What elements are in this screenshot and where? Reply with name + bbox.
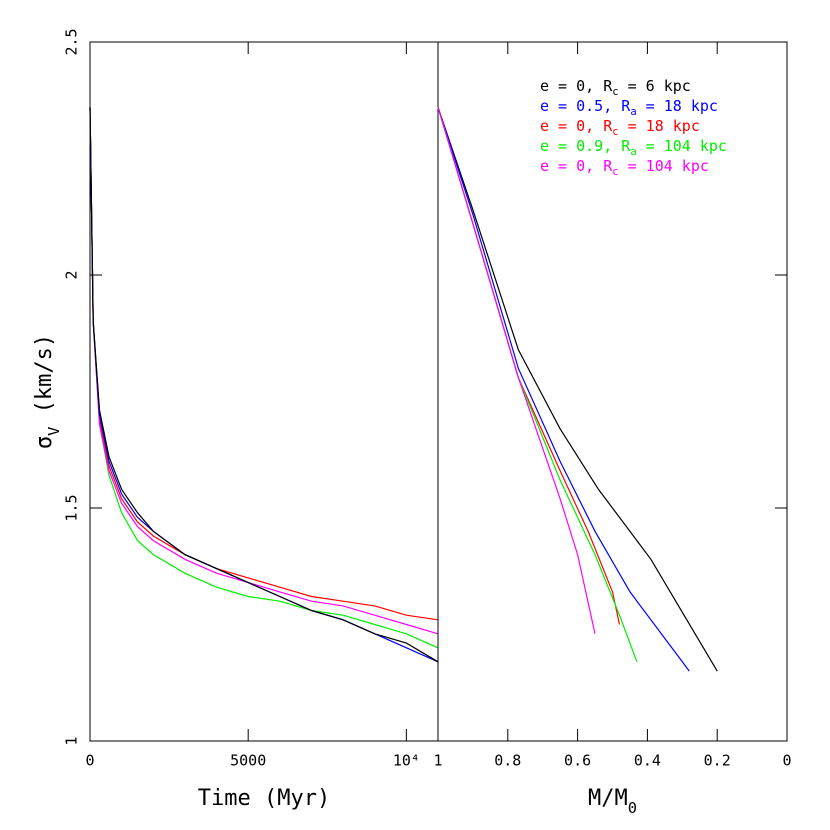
legend-entry-part: e = 0, R — [540, 117, 613, 135]
y-tick-label: 2.5 — [63, 28, 81, 55]
x-tick-label: 1 — [433, 752, 442, 770]
series-line — [437, 107, 596, 634]
legend-entry-part: c — [612, 86, 618, 98]
x-axis-label: Time (Myr) — [198, 786, 330, 811]
y-axis-label-part: σ — [32, 436, 57, 449]
x-tick-label: 0.4 — [634, 752, 661, 770]
x-tick-label: 0 — [85, 752, 94, 770]
series-line — [437, 107, 718, 672]
legend-entry-part: e = 0, R — [540, 157, 613, 175]
legend-entry-part: = 104 kpc — [619, 157, 709, 175]
panel-frame — [437, 41, 788, 742]
legend-entry: e = 0, Rc = 104 kpc — [540, 157, 709, 179]
legend-entry-part: = 104 kpc — [637, 137, 727, 155]
panel-frame — [89, 41, 439, 742]
legend-entry: e = 0, Rc = 6 kpc — [540, 77, 691, 99]
legend-entry: e = 0.9, Ra = 104 kpc — [540, 137, 727, 159]
x-tick-label: 0.6 — [564, 752, 591, 770]
x-tick-label: 0.2 — [704, 752, 731, 770]
series-line — [89, 107, 439, 663]
legend-entry-part: e = 0.9, R — [540, 137, 631, 155]
y-tick-label: 1.5 — [63, 494, 81, 521]
legend-entry-part: e = 0.5, R — [540, 97, 631, 115]
x-axis-label-part: 0 — [628, 799, 637, 817]
y-axis-label: σV (km/s) — [32, 334, 63, 449]
x-axis-label: M/M0 — [588, 786, 637, 817]
x-tick-label: 5000 — [230, 752, 266, 770]
series-line — [89, 107, 439, 621]
x-tick-label: 0 — [782, 752, 791, 770]
series-line — [89, 107, 439, 649]
x-tick-label: 10⁴ — [393, 752, 420, 770]
series-line — [437, 107, 621, 625]
legend-entry: e = 0, Rc = 18 kpc — [540, 117, 700, 139]
legend-entry-part: a — [630, 146, 636, 158]
y-tick-label: 1 — [63, 736, 81, 745]
legend-entry-part: = 6 kpc — [619, 77, 691, 95]
series-line — [437, 107, 690, 672]
x-tick-label: 0.8 — [494, 752, 521, 770]
y-axis-label-part: V — [45, 427, 63, 436]
x-axis-label-part: M/M — [588, 786, 628, 811]
legend-entry-part: c — [612, 166, 618, 178]
y-axis-label-part: (km/s) — [32, 334, 57, 427]
legend-entry-part: = 18 kpc — [619, 117, 700, 135]
series-line — [89, 107, 439, 635]
legend-entry-part: e = 0, R — [540, 77, 613, 95]
y-tick-label: 2 — [63, 270, 81, 279]
legend-entry-part: a — [630, 106, 636, 118]
legend-entry: e = 0.5, Ra = 18 kpc — [540, 97, 718, 119]
legend-entry-part: = 18 kpc — [637, 97, 718, 115]
legend-entry-part: c — [612, 126, 618, 138]
series-line — [89, 107, 439, 663]
